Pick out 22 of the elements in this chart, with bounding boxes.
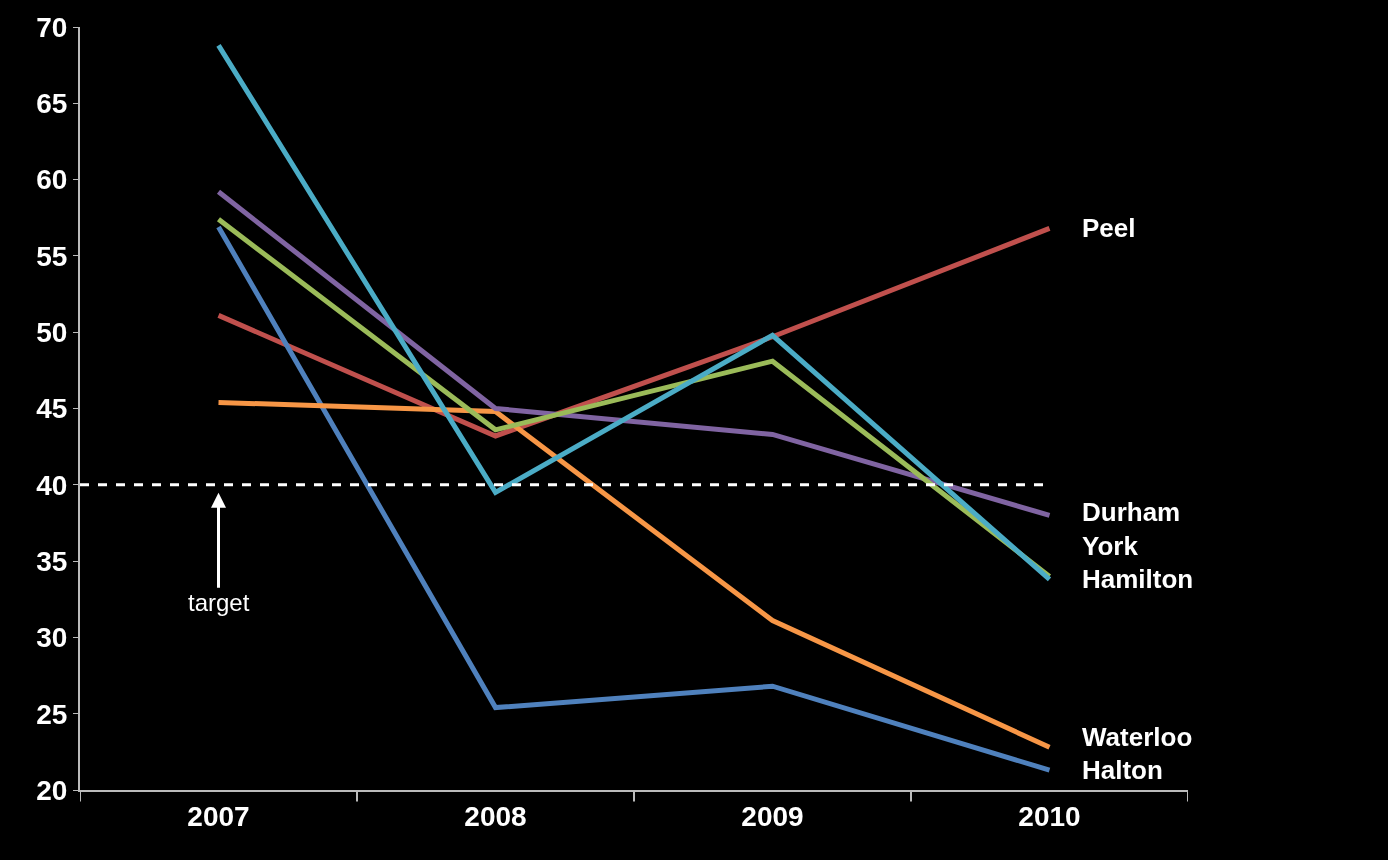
x-tick-label: 2009 <box>741 800 804 832</box>
y-tick-label: 20 <box>36 774 68 806</box>
y-tick-label: 65 <box>36 88 68 120</box>
ref-line-label: target <box>188 589 250 616</box>
x-tick-label: 2007 <box>187 800 250 832</box>
y-tick-label: 70 <box>36 11 68 43</box>
x-tick-label: 2008 <box>464 800 527 832</box>
y-tick-label: 40 <box>36 469 68 501</box>
y-tick-label: 60 <box>36 164 68 196</box>
series-label: Peel <box>1082 213 1136 243</box>
series-label: Waterloo <box>1082 722 1193 752</box>
y-tick-label: 30 <box>36 622 68 654</box>
series-label: Durham <box>1082 497 1181 527</box>
series-label: York <box>1082 531 1139 561</box>
series-label: Hamilton <box>1082 564 1194 594</box>
y-tick-label: 50 <box>36 317 68 348</box>
x-tick-label: 2010 <box>1018 800 1081 832</box>
series-label: Halton <box>1082 755 1163 785</box>
y-tick-label: 25 <box>36 698 68 730</box>
y-tick-label: 35 <box>36 545 68 577</box>
y-tick-label: 45 <box>36 393 68 425</box>
y-tick-label: 55 <box>36 240 68 272</box>
